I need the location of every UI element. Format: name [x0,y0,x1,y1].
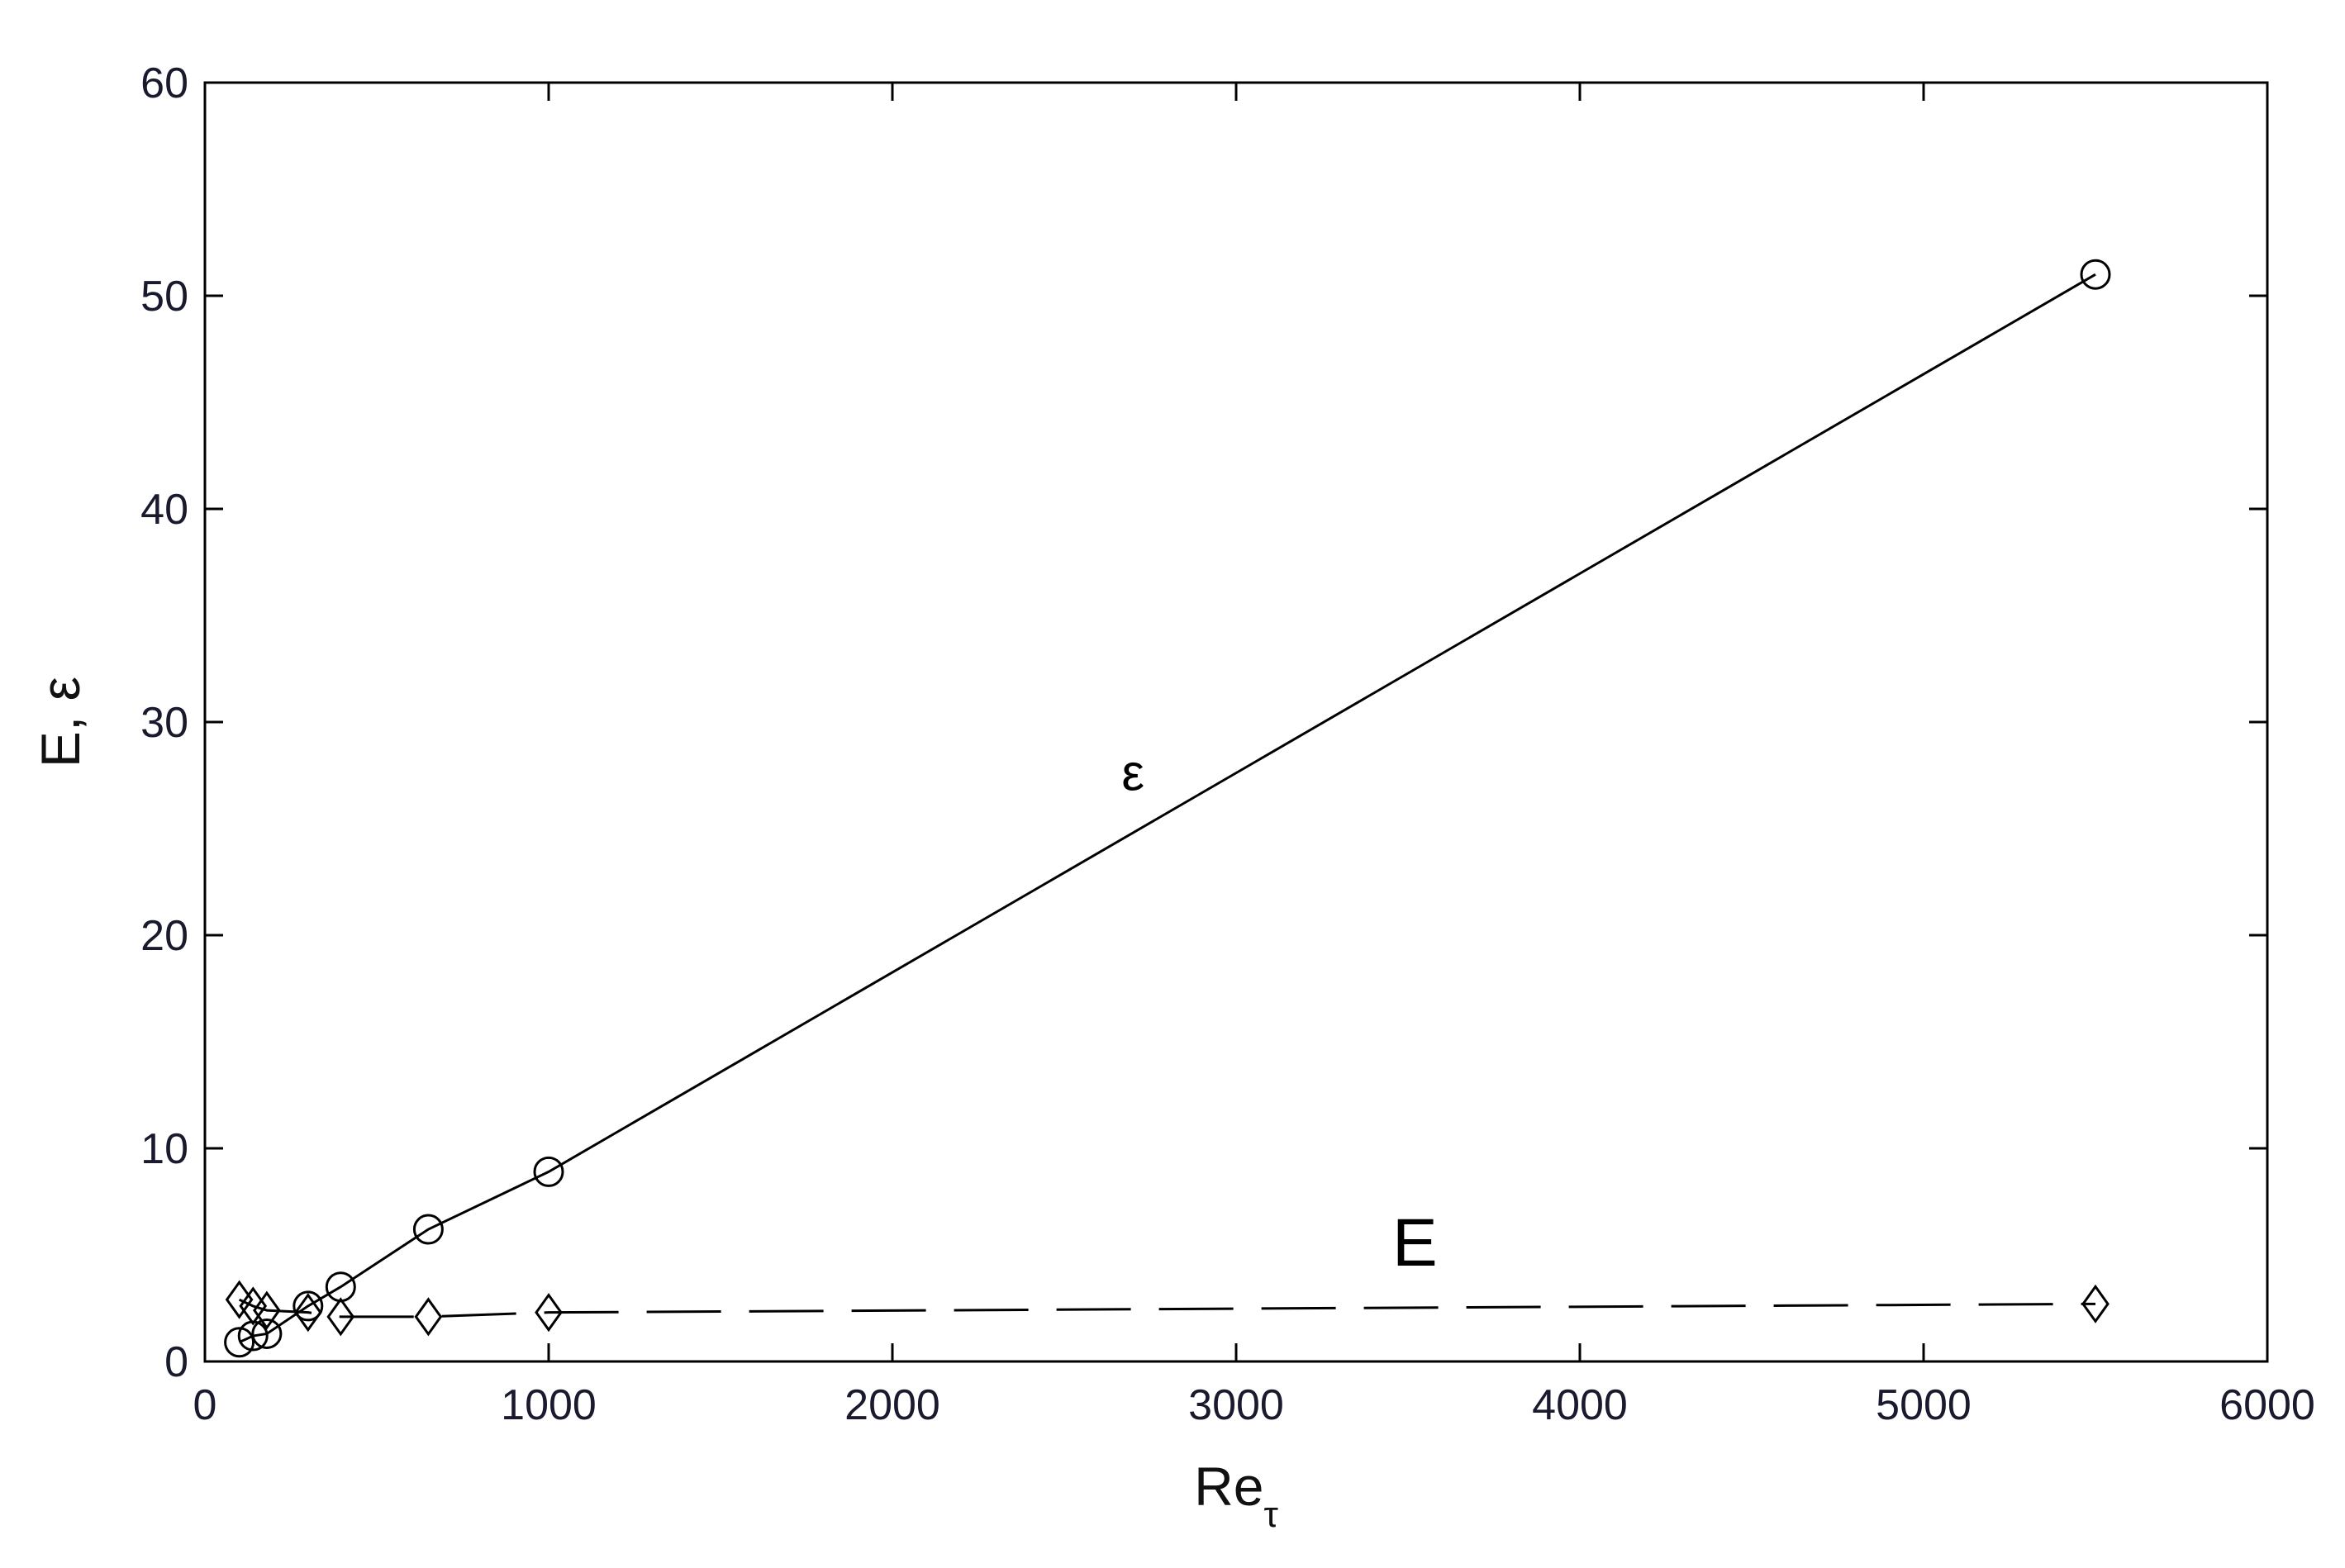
point-E-3 [293,1293,322,1333]
annotation-E: E [1392,1205,1438,1281]
x-tick-label-4000: 4000 [1532,1381,1628,1429]
point-E-6 [535,1293,563,1333]
point-E-4 [326,1297,355,1337]
x-tick-label-6000: 6000 [2219,1381,2315,1429]
plot-area [205,83,2267,1361]
series-line-epsilon [238,273,2096,1344]
y-tick-label-30: 30 [140,699,188,747]
y-tick-labels: 0 10 20 30 40 50 60 [140,59,188,1386]
point-E-5 [414,1297,443,1337]
x-tick-labels: 0 1000 2000 3000 4000 5000 6000 [193,1381,2315,1429]
y-tick-label-0: 0 [164,1338,188,1386]
plot-frame [203,81,2269,1363]
x-tick-label-2000: 2000 [844,1381,940,1429]
y-tick-label-10: 10 [140,1125,188,1173]
point-E-7 [2081,1284,2110,1323]
x-tick-label-1000: 1000 [501,1381,597,1429]
point-epsilon-5 [412,1214,444,1245]
y-tick-label-20: 20 [140,912,188,960]
point-E-0 [225,1280,254,1319]
series-layer [224,259,2111,1358]
point-E-2 [253,1290,281,1330]
annotation-epsilon: ε [1121,745,1144,802]
x-axis-label-subscript: τ [1263,1494,1278,1535]
x-axis-label-main: Re [1194,1456,1263,1517]
y-tick-label-60: 60 [140,59,188,107]
y-tick-label-50: 50 [140,273,188,321]
x-tick-label-5000: 5000 [1876,1381,1972,1429]
y-tick-label-40: 40 [140,486,188,534]
series-line-E [238,1298,2096,1319]
point-epsilon-7 [2080,259,2111,290]
y-axis-label: E, ε [30,677,91,767]
point-epsilon-0 [224,1327,255,1358]
x-axis-label: Reτ [1194,1456,1278,1535]
x-tick-label-3000: 3000 [1188,1381,1284,1429]
point-epsilon-3 [293,1290,324,1322]
point-epsilon-2 [251,1318,283,1349]
point-epsilon-6 [533,1156,564,1187]
x-tick-label-0: 0 [193,1381,217,1429]
